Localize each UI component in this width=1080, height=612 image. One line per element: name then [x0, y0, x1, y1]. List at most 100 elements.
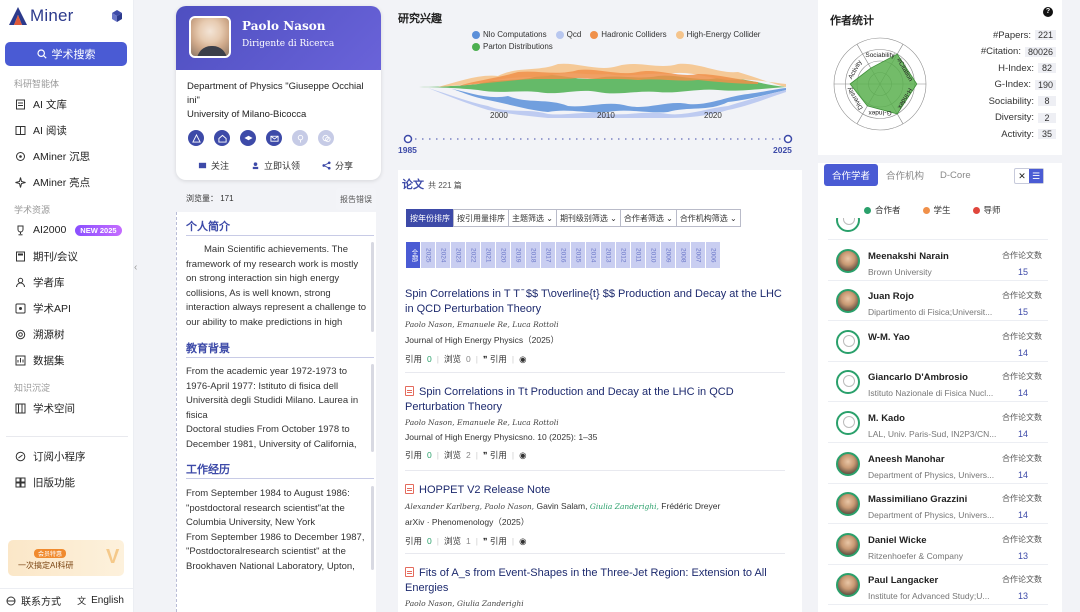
sidebar-item-journals[interactable]: 期刊/会议: [15, 247, 78, 265]
language-globe-icon[interactable]: ◉: [519, 353, 527, 364]
language-switch[interactable]: 文 English: [67, 594, 134, 607]
coauthor-name[interactable]: Giancarlo D'Ambrosio: [868, 372, 968, 384]
coauthor-row[interactable]: Paul Langacker Institute for Advanced Stu…: [828, 565, 1048, 606]
coauthor-name[interactable]: Paul Langacker: [868, 575, 939, 587]
year-2010[interactable]: 2010: [646, 242, 660, 268]
paper-title[interactable]: HOPPET V2 Release Note: [405, 483, 791, 498]
coauthor-avatar[interactable]: [836, 532, 860, 557]
coauthor-avatar[interactable]: [836, 248, 860, 273]
sidebar-item-subscribe-miniprogram[interactable]: 订阅小程序: [15, 447, 86, 465]
coauthor-avatar[interactable]: [836, 411, 860, 435]
filter-1[interactable]: 按引用量排序: [453, 209, 509, 227]
coauthor-name[interactable]: Aneesh Manohar: [868, 453, 945, 465]
contact-button[interactable]: 联系方式: [0, 593, 67, 608]
apps-cube-icon[interactable]: [110, 9, 124, 23]
coauthor-row[interactable]: M. Kado LAL, Univ. Paris-Sud, IN2P3/CN...…: [828, 403, 1048, 443]
pdf-icon[interactable]: [405, 484, 414, 494]
sidebar-collapse-chevron-icon[interactable]: ‹: [134, 262, 138, 273]
email-icon[interactable]: [266, 130, 282, 146]
coauthor-name[interactable]: Massimiliano Grazzini: [868, 494, 968, 506]
legend-item[interactable]: 合作者: [864, 204, 901, 216]
year-2009[interactable]: 2009: [661, 242, 675, 268]
year-2008[interactable]: 2008: [676, 242, 690, 268]
year-2019[interactable]: 2019: [511, 242, 525, 268]
sidebar-item-aminer-deep-think[interactable]: AMiner 沉思: [15, 147, 90, 165]
filter-5[interactable]: 合作机构筛选 ⌄: [675, 209, 741, 227]
graph-view-icon[interactable]: ✕: [1018, 170, 1026, 181]
work-scrollbar[interactable]: [371, 486, 374, 570]
year-2006[interactable]: 2006: [706, 242, 720, 268]
list-view-icon[interactable]: ☰: [1029, 169, 1043, 183]
sidebar-item-trace-tree[interactable]: 溯源树: [15, 325, 65, 343]
coauthor-row[interactable]: Giancarlo D'Ambrosio Istituto Nazionale d…: [828, 362, 1048, 403]
year-2016[interactable]: 2016: [556, 242, 570, 268]
year-2023[interactable]: 2023: [451, 242, 465, 268]
education-icon[interactable]: [240, 130, 256, 146]
intro-scrollbar[interactable]: [371, 242, 374, 332]
year-all[interactable]: 全部: [406, 242, 420, 268]
year-2024[interactable]: 2024: [436, 242, 450, 268]
language-globe-icon[interactable]: ◉: [519, 449, 527, 460]
paper-title[interactable]: Spin Correlations in T T ̄ $$ T\overline…: [405, 288, 782, 315]
legend-item[interactable]: 学生: [922, 204, 951, 216]
follow-button[interactable]: 关注: [198, 159, 229, 172]
coauthor-name[interactable]: Daniel Wicke: [868, 534, 927, 546]
sidebar-item-datasets[interactable]: 数据集: [15, 351, 65, 369]
author-name[interactable]: Frédéric Dreyer: [661, 501, 721, 511]
coauthor-avatar[interactable]: [836, 370, 860, 395]
coauthor-row[interactable]: Aneesh Manohar Department of Physics, Uni…: [828, 444, 1048, 484]
language-globe-icon[interactable]: ◉: [519, 535, 527, 546]
tab-institutions[interactable]: 合作机构: [886, 171, 925, 182]
author-names[interactable]: Alexander Karlberg, Paolo Nason,: [405, 502, 535, 511]
claim-button[interactable]: 立即认领: [251, 159, 300, 172]
year-2012[interactable]: 2012: [616, 242, 630, 268]
homepage-icon[interactable]: [214, 130, 230, 146]
coauthor-name[interactable]: Juan Rojo: [868, 291, 914, 303]
tab-d-core[interactable]: D-Core: [940, 169, 971, 181]
filter-4[interactable]: 合作者筛选 ⌄: [619, 209, 677, 227]
year-2011[interactable]: 2011: [631, 242, 645, 268]
sidebar-item-api[interactable]: 学术API: [15, 299, 71, 317]
coauthor-row[interactable]: Juan Rojo Dipartimento di Fisica;Universi…: [828, 281, 1048, 322]
sidebar-item-academic-space[interactable]: 学术空间: [15, 399, 75, 417]
help-icon[interactable]: ?: [1043, 7, 1053, 17]
legend-item[interactable]: High-Energy Collider: [675, 30, 760, 39]
legend-item[interactable]: Nlo Computations: [472, 30, 547, 39]
education-scrollbar[interactable]: [371, 364, 374, 452]
author-name[interactable]: Giulia Zanderighi,: [589, 502, 659, 511]
sidebar-item-scholars[interactable]: 学者库: [15, 273, 65, 291]
paper-authors[interactable]: Paolo Nason, Giulia Zanderighi: [405, 599, 524, 608]
sidebar-item-ai2000[interactable]: AI2000 NEW 2025: [15, 221, 122, 239]
coauthor-row[interactable]: W-M. Yao 合作论文数 14: [828, 322, 1048, 362]
location-icon[interactable]: [292, 130, 308, 146]
paper-title[interactable]: Spin Correlations in Tt Production and D…: [405, 385, 791, 415]
share-button[interactable]: 分享: [322, 159, 353, 172]
coauthor-avatar[interactable]: [836, 451, 860, 476]
tab-coauthors[interactable]: 合作学者: [824, 164, 879, 186]
pdf-icon[interactable]: [405, 386, 414, 396]
coauthor-row[interactable]: Meenakshi Narain Brown University 合作论文数 15: [828, 241, 1048, 281]
cite-button[interactable]: ❞ 引用: [482, 354, 507, 364]
sidebar-item-ai-reading[interactable]: AI 阅读: [15, 121, 67, 139]
coauthor-avatar[interactable]: [836, 218, 860, 232]
cite-button[interactable]: ❞ 引用: [482, 536, 507, 546]
coauthor-row[interactable]: Massimiliano Grazzini Department of Physi…: [828, 484, 1048, 525]
year-2014[interactable]: 2014: [586, 242, 600, 268]
paper-title[interactable]: Fits of A_s from Event-Shapes in the Thr…: [405, 566, 791, 596]
coauthor-avatar[interactable]: [836, 492, 860, 517]
filter-3[interactable]: 期刊级别筛选 ⌄: [555, 209, 621, 227]
coauthor-name[interactable]: Meenakshi Narain: [868, 250, 949, 262]
legend-item[interactable]: 导师: [972, 204, 1001, 216]
paper-authors[interactable]: Paolo Nason, Emanuele Re, Luca Rottoli: [405, 418, 559, 427]
sidebar-item-aminer-highlights[interactable]: AMiner 亮点: [15, 173, 90, 191]
aminer-logo[interactable]: Miner: [8, 6, 74, 26]
coauthor-name[interactable]: W-M. Yao: [868, 331, 910, 343]
coauthor-row[interactable]: Daniel Wicke Ritzenhoefer & Company 合作论文数 1…: [828, 525, 1048, 565]
year-2020[interactable]: 2020: [496, 242, 510, 268]
author-name[interactable]: Gavin Salam,: [536, 501, 588, 511]
year-2025[interactable]: 2025: [421, 242, 435, 268]
legend-item[interactable]: Qcd: [555, 30, 581, 39]
paper-authors[interactable]: Paolo Nason, Emanuele Re, Luca Rottoli: [405, 320, 559, 329]
cite-button[interactable]: ❞ 引用: [482, 450, 507, 460]
sidebar-item-legacy-features[interactable]: 旧版功能: [15, 473, 75, 491]
